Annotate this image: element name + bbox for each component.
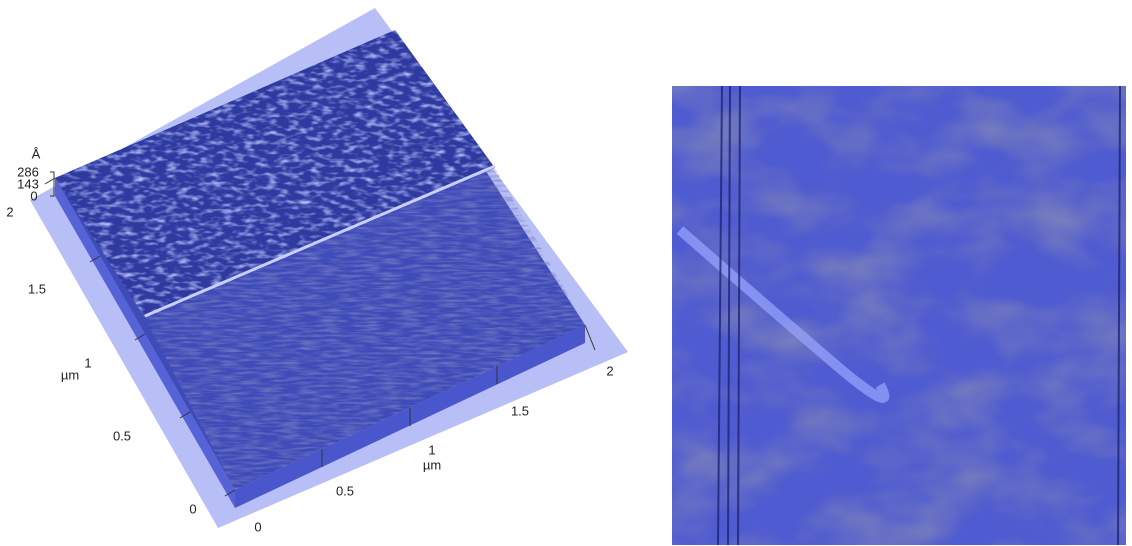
x-tick-label: 1 — [428, 442, 435, 457]
y-tick-label: 1 — [84, 355, 91, 370]
axis-ticks — [44, 171, 596, 497]
boundary — [144, 164, 496, 318]
z-tick-label: 143 — [17, 176, 39, 191]
z-tick-label: 286 — [17, 164, 39, 179]
y-tick-label: 0.5 — [113, 428, 131, 443]
front-left-face — [55, 178, 235, 508]
rough-region — [55, 30, 495, 318]
image-texture — [672, 86, 1126, 545]
smooth-region — [145, 168, 585, 490]
axis-labels: Å 286 143 0 2 1.5 1 µm 0.5 0 0 0.5 1 µm … — [6, 146, 613, 534]
x-tick-label: 0 — [254, 519, 261, 534]
x-tick-label: 0.5 — [336, 483, 354, 498]
z-tick-label: 0 — [30, 188, 37, 203]
x-unit: µm — [423, 457, 441, 472]
x-tick-label: 1.5 — [511, 403, 529, 418]
z-unit: Å — [32, 146, 41, 161]
afm-image — [672, 85, 1126, 546]
scan-lines — [717, 85, 1121, 546]
surface-plot — [30, 8, 628, 528]
y-tick-label: 1.5 — [28, 281, 46, 296]
x-tick-label: 2 — [606, 363, 613, 378]
y-tick-label: 0 — [189, 501, 196, 516]
y-unit: µm — [61, 367, 79, 382]
y-tick-label: 2 — [6, 204, 13, 219]
ridge — [676, 226, 890, 403]
